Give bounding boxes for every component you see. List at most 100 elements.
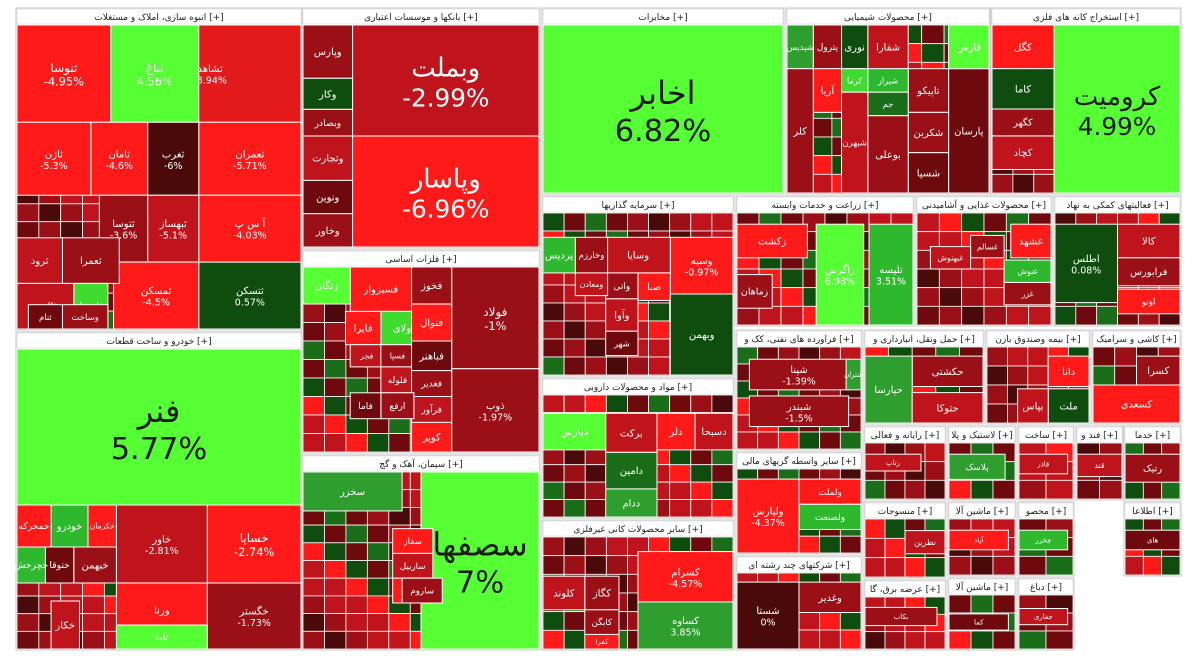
sector-30[interactable]: دباغ [+] جفاری [1017, 577, 1075, 651]
sector-header[interactable] [542, 520, 734, 537]
tile-7-1[interactable]: سفار [392, 528, 434, 554]
tile-1-4[interactable]: وبصادر [302, 108, 354, 137]
sector-25[interactable]: منسوجات [+] نطرین [863, 501, 947, 579]
tile-11-3[interactable]: زماهان [736, 274, 773, 309]
sector-31[interactable]: ماشین آلا [+] کما [947, 577, 1017, 651]
tile-6-14[interactable]: کویر [411, 421, 453, 453]
tile-3-11[interactable]: جم [867, 91, 909, 117]
sector-13[interactable]: فعالیتهای کمکی به نهاد [+] کالا فرابورس اوت… [1053, 195, 1182, 327]
tile-9-0[interactable]: برکت [605, 412, 658, 453]
sector-15[interactable]: حمل ونقل، انبارداری و [+] حکشتی حپارسا حتوک… [863, 329, 985, 425]
tile-13-0[interactable]: کالا [1117, 223, 1181, 259]
tile-5-7[interactable]: خمحرکه [16, 504, 52, 548]
tile-8-0[interactable]: وسپه-0.97% [669, 236, 734, 295]
tile-3-10[interactable]: شکربن [907, 111, 950, 154]
tile-5-9[interactable]: ختوقا [44, 546, 75, 584]
sector-7[interactable]: سیمان، آهک و گچ [+]سصفها7%سفارساربیلسیتا… [301, 454, 541, 651]
tile-3-0[interactable]: پارسان [948, 68, 990, 194]
tile-3-7[interactable]: کرما [841, 68, 869, 93]
tile-5-6[interactable]: خودرو [50, 504, 89, 548]
tile-5-8[interactable]: خبهمن [73, 546, 117, 584]
tile-1-1[interactable]: وپاسار-6.96% [352, 135, 540, 248]
tile-14-0[interactable]: شپنا-1.39% [748, 358, 850, 391]
tile-9-3[interactable]: دپارس [542, 412, 607, 451]
sector-header[interactable] [736, 556, 862, 573]
sector-16[interactable]: بیمه وصندوق بازن [+] دانا ملت بپاس [985, 329, 1091, 425]
tile-8-5[interactable]: ومعادن [574, 272, 609, 297]
sector-12[interactable]: محصولات غذایی و آشامیدنی [+] غشهد غنوش غزر غ… [915, 195, 1053, 327]
sector-8[interactable]: سرمایه گذاریها [+] وسپه-0.97% وسایا وخارزم پ… [541, 195, 735, 377]
tile-5-3[interactable]: خاور-2.81% [115, 504, 208, 584]
tile-18-2[interactable]: ولصنعت [798, 503, 862, 530]
tile-8-2[interactable]: وخارزم [574, 236, 609, 274]
tile-6-15[interactable]: ارفع [380, 392, 415, 420]
sector-header[interactable] [991, 8, 1181, 25]
tile-3-15[interactable]: کلر [786, 68, 814, 194]
tile-13-1[interactable]: فرابورس [1117, 257, 1181, 287]
tile-6-12[interactable]: فغدیر [411, 370, 453, 398]
tile-3-4[interactable]: شپدیس [786, 24, 814, 70]
tile-5-11[interactable]: خکار [50, 600, 80, 650]
tile-9-5[interactable]: دسبحا [694, 412, 734, 451]
sector-header[interactable] [542, 378, 734, 395]
sector-26[interactable]: ماشین آلا [+] آپاد [947, 501, 1017, 577]
sector-4[interactable]: استخراج کانه های فلزی [+]کرومیت4.99%کگلک… [990, 7, 1182, 195]
sector-header[interactable] [1054, 196, 1181, 213]
tile-3-9[interactable]: فارس [948, 24, 990, 70]
tile-1-5[interactable]: وتجارت [302, 135, 354, 181]
tile-14-1[interactable]: شبندر-1.5% [748, 395, 850, 428]
sector-header[interactable] [948, 502, 1016, 519]
tile-0-7[interactable]: آ س پ-4.03% [198, 194, 302, 263]
sector-header[interactable] [948, 578, 1016, 595]
tile-24-0[interactable]: رتیک [1124, 453, 1181, 483]
tile-6-3[interactable]: فسبزوار [349, 266, 413, 312]
sector-header[interactable] [16, 8, 302, 25]
tile-5-2[interactable]: خگستر-1.73% [206, 582, 302, 650]
tile-25-0[interactable]: نطرین [904, 530, 946, 555]
tile-0-16[interactable]: وساخت [61, 304, 109, 330]
tile-10-0[interactable]: کسرام-4.57% [637, 551, 734, 603]
sector-14[interactable]: فراورده های نفتی، کک و [+] شپنا-1.39% شبند… [735, 329, 863, 451]
sector-24[interactable]: خدما [+] رتیک [1123, 425, 1182, 501]
tile-19-1[interactable]: وغدیر [798, 581, 862, 614]
tile-0-6[interactable]: ثاژن-5.3% [16, 121, 92, 196]
sector-17[interactable]: کاشی و سرامیک [+] کسعدی کسرا [1091, 329, 1182, 425]
tile-4-2[interactable]: کاما [991, 68, 1055, 110]
tile-8-1[interactable]: وسایا [605, 236, 671, 274]
tile-3-13[interactable]: بوعلی [867, 115, 909, 194]
tile-8-8[interactable]: صبا [637, 272, 671, 301]
tile-6-9[interactable]: فلوله [380, 366, 415, 394]
sector-header[interactable] [1092, 330, 1181, 347]
tile-6-13[interactable]: فرآور [411, 396, 453, 423]
tile-8-4[interactable]: واتی [605, 272, 639, 300]
tile-9-4[interactable]: دلر [656, 412, 696, 451]
sector-header[interactable] [864, 502, 946, 519]
tile-31-0[interactable]: کما [948, 613, 1009, 631]
tile-16-1[interactable]: ملت [1047, 388, 1090, 424]
tile-5-1[interactable]: خساپا-2.74% [206, 504, 302, 584]
tile-15-0[interactable]: حکشتی [911, 355, 984, 388]
tile-8-7[interactable]: شهر [605, 330, 639, 357]
tile-14-2[interactable]: شتران [844, 358, 863, 391]
sector-29[interactable]: عرضه برق، گا [+] بکاب [863, 579, 947, 651]
tile-7-4[interactable]: سخزر [302, 471, 403, 512]
tile-10-4[interactable]: کلوند [542, 575, 586, 611]
tile-28-0[interactable]: های [1124, 529, 1181, 551]
tile-6-4[interactable]: زنگان [302, 266, 351, 305]
tile-18-1[interactable]: ولپارس-4.37% [736, 478, 800, 554]
tile-4-1[interactable]: کگل [991, 24, 1055, 70]
tile-10-2[interactable]: کابگن [584, 609, 620, 635]
tile-4-3[interactable]: کچاد [991, 135, 1055, 170]
tile-17-1[interactable]: کسرا [1136, 355, 1181, 386]
sector-header[interactable] [1018, 426, 1074, 443]
sector-23[interactable]: فند و [+] قند [1075, 425, 1124, 501]
sector-10[interactable]: سایر محصولات کانی غیرفلزی [+] کسرام-4.57%… [541, 519, 735, 651]
sector-header[interactable] [1076, 426, 1123, 443]
